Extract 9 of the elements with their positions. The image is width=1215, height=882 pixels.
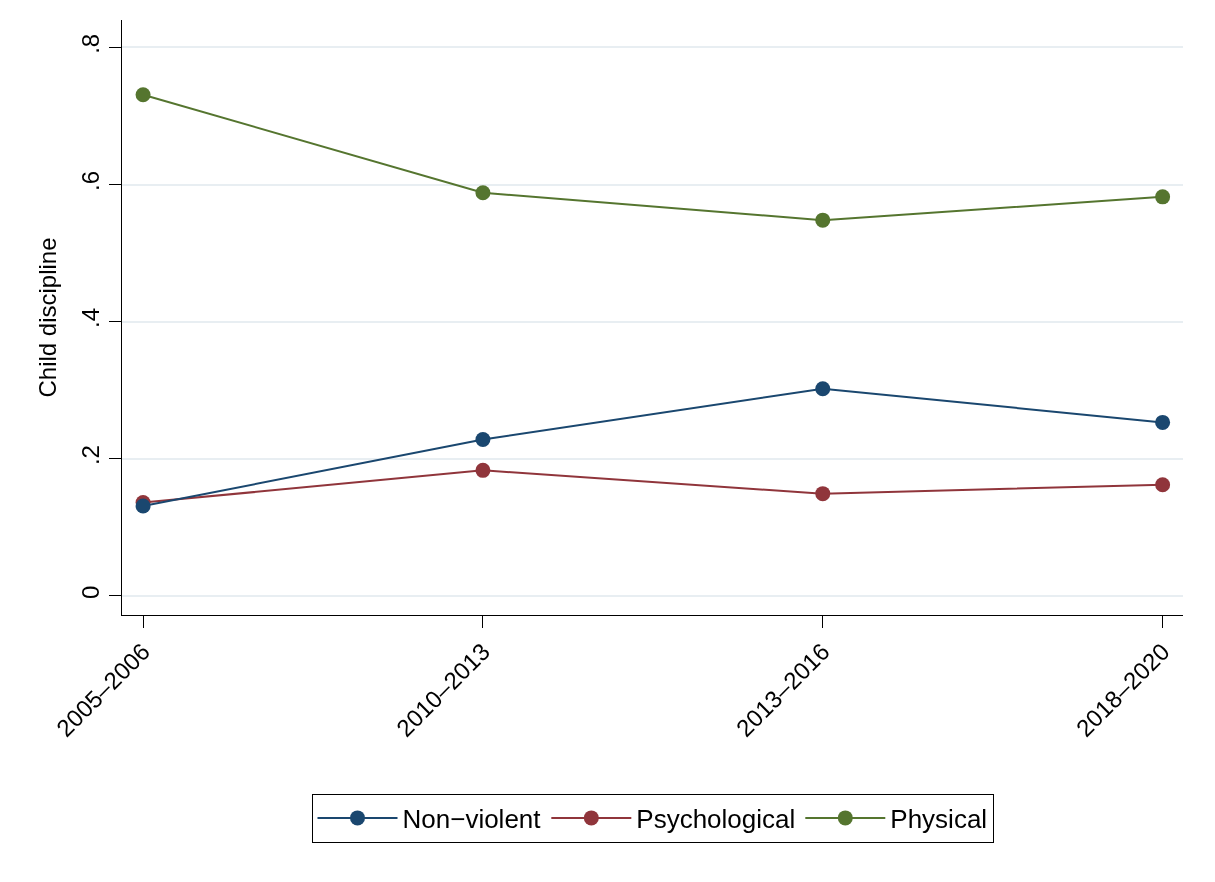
legend-label: Physical xyxy=(890,804,988,835)
legend-label: Psychological xyxy=(636,804,796,835)
y-axis-title: Child discipline xyxy=(33,237,61,398)
legend-label: Non−violent xyxy=(402,804,542,835)
y-tick-label: .6 xyxy=(77,170,105,191)
y-tick-label: .4 xyxy=(77,308,105,329)
y-tick-label: .2 xyxy=(77,445,105,466)
y-tick-label: 0 xyxy=(77,585,105,599)
y-tick-label: .8 xyxy=(77,33,105,54)
